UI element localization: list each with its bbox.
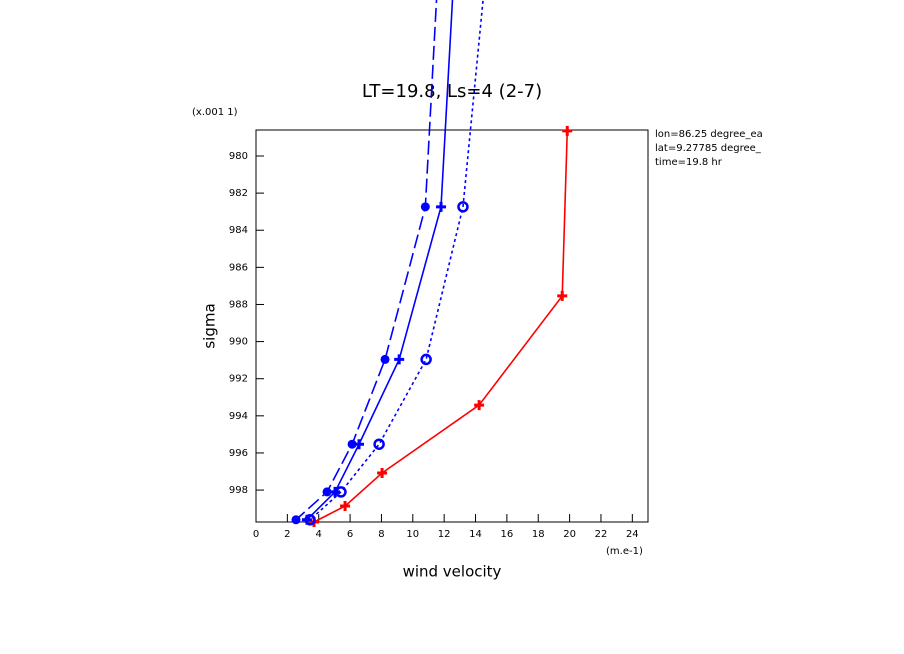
marker xyxy=(457,201,469,213)
x-tick-label: 20 xyxy=(563,529,576,540)
x-tick-label: 18 xyxy=(532,529,545,540)
marker xyxy=(436,201,447,212)
marker xyxy=(394,354,405,365)
x-tick-label: 6 xyxy=(347,529,353,540)
marker xyxy=(557,290,568,301)
marker xyxy=(330,486,341,497)
marker xyxy=(562,125,573,136)
y-tick-label: 986 xyxy=(229,262,248,273)
plot-frame xyxy=(255,129,649,523)
marker xyxy=(420,353,432,366)
x-tick-label: 4 xyxy=(316,529,322,540)
x-tick-label: 22 xyxy=(595,529,608,540)
y-tick-label: 998 xyxy=(229,485,248,496)
annotation: time=19.8 hr xyxy=(655,157,723,168)
marker xyxy=(380,354,390,364)
y-tick-label: 984 xyxy=(229,225,248,236)
y-tick-label: 996 xyxy=(229,448,248,459)
marker xyxy=(304,514,316,526)
x-tick-label: 8 xyxy=(378,529,384,540)
marker xyxy=(420,202,430,212)
series-line xyxy=(309,0,484,521)
x-tick-label: 2 xyxy=(284,529,290,540)
x-axis-title: wind velocity xyxy=(403,563,502,581)
x-tick-label: 0 xyxy=(253,529,259,540)
y-tick-label: 982 xyxy=(229,188,248,199)
x-tick-label: 24 xyxy=(626,529,639,540)
y-tick-label: 980 xyxy=(229,151,248,162)
x-units: (m.e-1) xyxy=(606,546,643,557)
marker xyxy=(335,486,347,498)
y-tick-label: 994 xyxy=(229,411,248,422)
y-tick-label: 988 xyxy=(229,299,248,310)
marker xyxy=(340,501,351,512)
annotations: lon=86.25 degree_ea lat=9.27785 degree_ … xyxy=(655,129,763,168)
series xyxy=(304,0,484,526)
x-tick-label: 16 xyxy=(501,529,514,540)
series-line xyxy=(306,0,454,521)
y-axis-title: sigma xyxy=(201,303,219,348)
x-tick-label: 14 xyxy=(469,529,482,540)
series xyxy=(301,0,454,525)
series-line xyxy=(313,130,569,523)
marker xyxy=(377,468,388,478)
x-tick-label: 10 xyxy=(406,529,419,540)
y-units: (x.001 1) xyxy=(192,107,238,118)
y-tick-label: 990 xyxy=(229,337,248,348)
annotation: lat=9.27785 degree_ xyxy=(655,143,762,154)
marker xyxy=(474,400,485,411)
series-line xyxy=(295,0,438,521)
marker xyxy=(322,487,332,497)
marker xyxy=(373,438,385,450)
y-tick-label: 992 xyxy=(229,374,248,385)
marker xyxy=(291,515,301,525)
chart-title: LT=19.8, Ls=4 (2-7) xyxy=(362,81,542,102)
x-tick-label: 12 xyxy=(438,529,451,540)
annotation: lon=86.25 degree_ea xyxy=(655,129,763,140)
marker xyxy=(347,439,357,449)
series xyxy=(291,0,438,525)
